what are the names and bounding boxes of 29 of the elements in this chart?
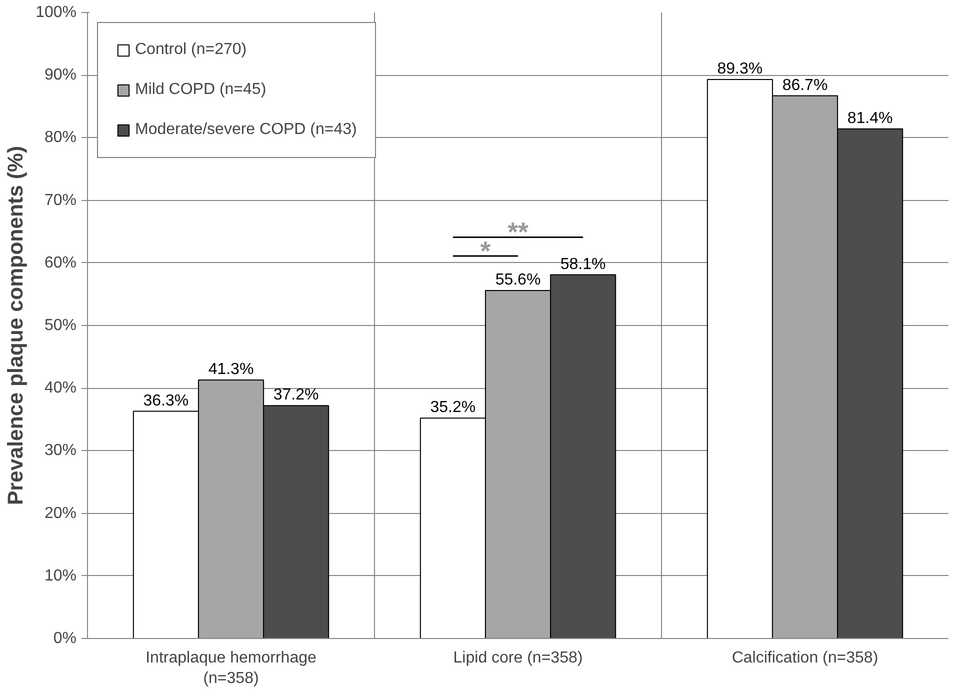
legend-label: Mild COPD (n=45)	[135, 81, 266, 99]
y-tick-label: 80%	[44, 129, 77, 146]
annotation: *	[480, 236, 492, 266]
text: 55.6%	[495, 271, 541, 288]
y-tick-label: 70%	[44, 192, 77, 209]
y-tick-label: 50%	[44, 317, 77, 334]
y-axis-title: Prevalence plaque components (%)	[4, 146, 28, 506]
y-tick-label: 30%	[44, 442, 77, 460]
text: 36.3%	[143, 392, 189, 410]
y-tick-label: 90%	[44, 66, 77, 84]
y-tick-label: 20%	[44, 504, 77, 522]
y-tick-label: 0%	[53, 630, 76, 647]
x-tick-label: Calcification (n=358)	[732, 650, 878, 666]
text: 58.1%	[560, 256, 606, 273]
y-tick-label: 10%	[44, 567, 77, 584]
x-tick-label: Intraplaque hemorrhage (n=358)	[146, 650, 316, 687]
text: 37.2%	[273, 386, 319, 404]
text: 41.3%	[208, 360, 254, 378]
legend-label: Control (n=270)	[135, 41, 247, 59]
text: 81.4%	[847, 110, 893, 127]
text: 89.3%	[717, 60, 763, 78]
legend-label: Moderate/severe COPD (n=43)	[135, 121, 357, 139]
text: 86.7%	[782, 76, 828, 94]
y-tick-label: 60%	[44, 254, 77, 272]
text: 35.2%	[430, 399, 476, 416]
y-tick-label: 100%	[36, 4, 76, 21]
x-tick-label: Lipid core (n=358)	[453, 650, 583, 666]
y-tick-label: 40%	[44, 380, 77, 397]
annotation: **	[508, 217, 529, 248]
